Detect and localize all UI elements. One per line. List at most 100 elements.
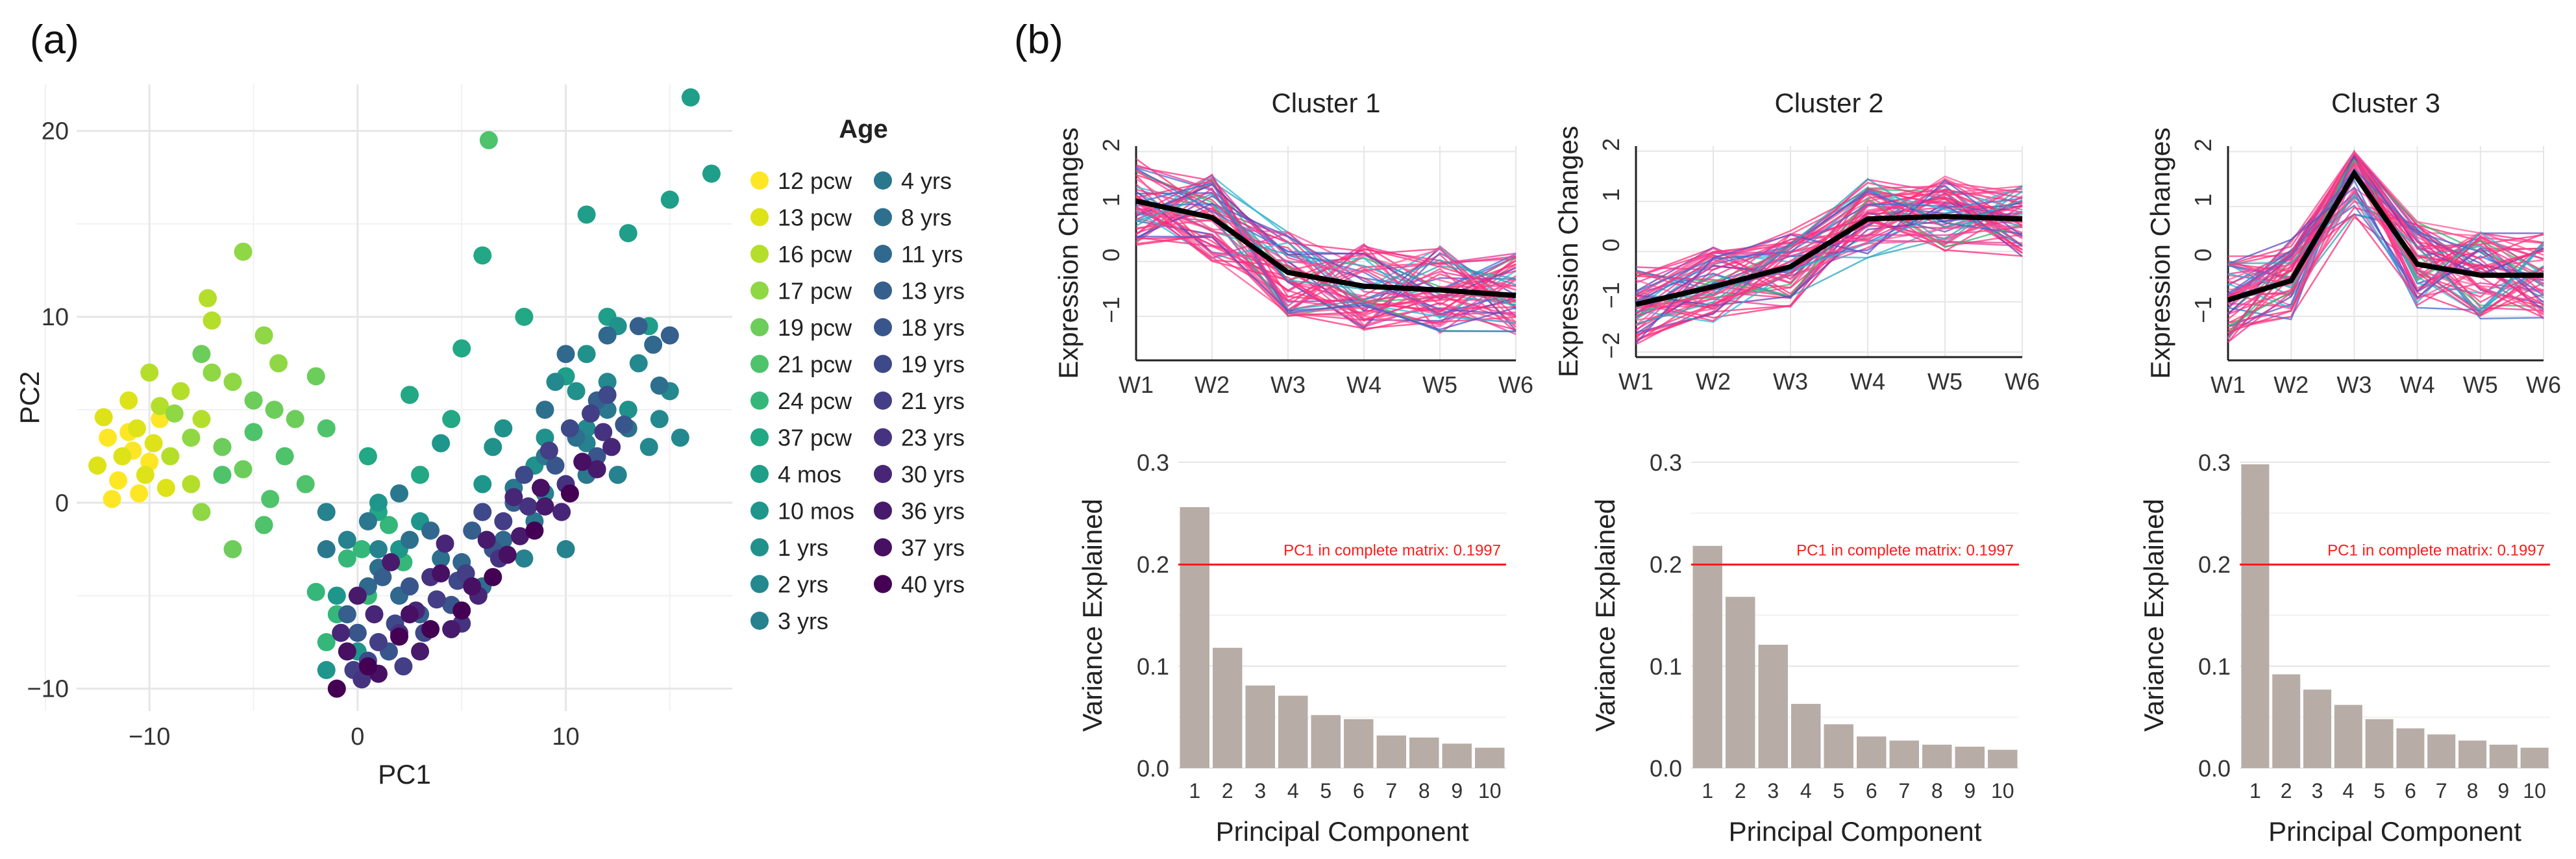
x-tick-label: W3 — [2336, 371, 2372, 398]
x-tick-label: 4 — [1287, 779, 1299, 803]
data-point — [479, 131, 498, 149]
data-point — [144, 434, 163, 453]
x-tick-label: 8 — [1418, 779, 1430, 803]
x-tick-label: 2 — [1735, 779, 1746, 803]
data-point — [539, 442, 558, 460]
gene-profile-line — [1635, 182, 2023, 317]
data-point — [421, 620, 440, 639]
pca-scatter-chart: −10 0 10 −10 0 10 20 PC1 PC2 — [14, 84, 732, 790]
chart-title: Cluster 1 — [1271, 88, 1380, 118]
data-point — [327, 586, 346, 605]
x-tick-label: W2 — [2273, 371, 2309, 398]
data-point — [515, 466, 534, 484]
gene-profile-line — [1635, 190, 2023, 302]
x-tick-label: 10 — [552, 723, 579, 751]
legend-swatch — [874, 575, 892, 593]
legend-label: 13 pcw — [778, 205, 852, 231]
data-point — [401, 530, 419, 549]
x-tick-label: 7 — [1898, 779, 1910, 803]
data-point — [442, 620, 461, 639]
gene-profile-line — [1635, 191, 2023, 334]
data-point — [484, 438, 502, 456]
data-point — [494, 419, 513, 438]
data-point — [151, 397, 169, 416]
y-tick-label: 0.2 — [2198, 551, 2231, 578]
variance-bar — [2427, 734, 2456, 768]
age-legend: Age 12 pcw 13 pcw 16 pcw 17 pcw 19 pcw 21 pcw 2… — [750, 115, 965, 634]
data-point — [151, 410, 169, 429]
gene-profile-line — [1135, 213, 1517, 334]
data-point — [182, 475, 201, 493]
x-tick-label: W3 — [1270, 371, 1306, 398]
legend-swatch — [750, 612, 769, 630]
data-point — [432, 549, 451, 568]
data-point — [254, 326, 273, 345]
x-tick-label: W6 — [2005, 368, 2040, 395]
legend-swatch — [750, 281, 769, 300]
variance-bar — [2396, 728, 2425, 768]
data-point — [358, 657, 377, 676]
gene-profile-line — [1635, 203, 2023, 293]
gene-profile-line — [1135, 193, 1517, 290]
data-point — [317, 661, 336, 680]
gene-profile-line — [2227, 150, 2544, 301]
data-point — [401, 605, 419, 624]
x-tick-label: W4 — [1850, 368, 1885, 395]
data-point — [552, 503, 571, 521]
legend-label: 18 yrs — [901, 314, 965, 341]
variance-bar — [1475, 747, 1505, 768]
cluster3-profile-chart: −1 0 1 2 W1 W2 W3 W4 W5 W6 Cluster 3 Expression Cha… — [2145, 88, 2561, 398]
data-point — [594, 423, 613, 442]
variance-bar — [1988, 749, 2018, 768]
data-point — [119, 391, 138, 410]
data-point — [156, 479, 175, 497]
data-point — [109, 471, 128, 490]
data-point — [560, 419, 579, 438]
legend-swatch — [874, 501, 892, 520]
data-point — [234, 242, 253, 261]
data-point — [182, 429, 201, 447]
y-tick-label: 0 — [1098, 249, 1124, 262]
x-tick-label: W5 — [1422, 371, 1457, 398]
variance-bar — [1180, 507, 1209, 768]
x-tick-label: 0 — [351, 723, 364, 751]
data-point — [536, 497, 554, 516]
variance-bar — [2272, 674, 2301, 768]
x-tick-label: W2 — [1195, 371, 1230, 398]
data-point — [348, 623, 367, 642]
gene-profile-line — [1135, 201, 1517, 316]
x-tick-label: W6 — [2526, 371, 2561, 398]
gene-profile-line — [2227, 169, 2544, 297]
x-tick-label: 3 — [1767, 779, 1779, 803]
data-point — [88, 456, 107, 475]
variance-bar — [1442, 743, 1472, 768]
x-axis-label: Principal Component — [1729, 816, 1982, 847]
data-point — [394, 657, 413, 676]
y-tick-label: 1 — [1098, 193, 1124, 206]
data-point — [265, 401, 284, 419]
legend-swatch — [750, 355, 769, 373]
legend-label: 11 yrs — [901, 241, 963, 268]
y-tick-label: 0.0 — [1137, 755, 1169, 782]
data-point — [473, 503, 492, 521]
data-point — [223, 540, 242, 558]
data-point — [373, 567, 392, 586]
y-tick-label: 0 — [2190, 249, 2216, 262]
data-point — [244, 391, 263, 410]
data-point — [442, 410, 461, 429]
x-tick-label: 6 — [2405, 779, 2416, 803]
legend-swatch — [750, 208, 769, 227]
data-point — [275, 447, 294, 466]
y-tick-label: 0.0 — [2198, 755, 2231, 782]
gene-profile-line — [1135, 194, 1517, 314]
data-point — [317, 540, 336, 558]
reference-line-label: PC1 in complete matrix: 0.1997 — [1796, 542, 2014, 559]
y-tick-label: 0.1 — [1650, 653, 1682, 680]
data-point — [619, 401, 638, 419]
x-tick-label: 2 — [1222, 779, 1233, 803]
data-point — [556, 345, 575, 364]
data-point — [223, 373, 242, 392]
data-point — [615, 416, 634, 434]
data-point — [94, 408, 113, 427]
